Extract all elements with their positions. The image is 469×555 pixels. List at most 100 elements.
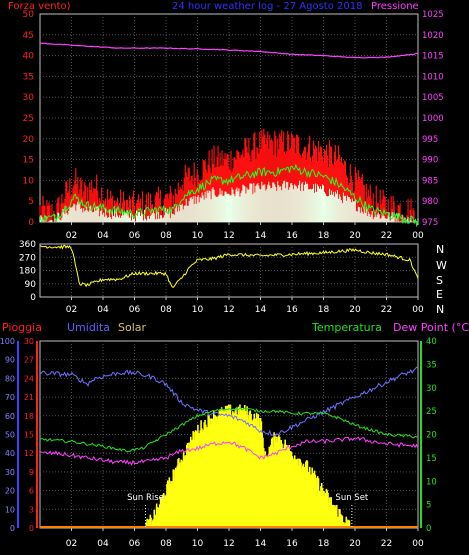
temperature-tick-label: 5	[426, 501, 431, 511]
temperature-tick-label: 30	[426, 384, 437, 394]
panel1-x-tick-label: 20	[349, 231, 361, 241]
sunset-label: Sun Set	[335, 493, 368, 503]
header-title: 24 hour weather log - 27 Agosto 2018	[172, 1, 362, 12]
panel2-y-tick-label: 360	[19, 240, 36, 250]
panel2-x-tick-label: 10	[192, 305, 204, 315]
panel3-x-tick-label: 04	[97, 539, 109, 549]
compass-label: N	[436, 303, 444, 316]
panel3-x-tick-label: 08	[160, 539, 172, 549]
panel3-x-tick-label: 00	[412, 539, 424, 549]
panel2-x-tick-label: 04	[97, 305, 109, 315]
panel1-x-tick-label: 06	[129, 231, 141, 241]
panel1-y-right-tick-label: 1025	[422, 10, 444, 20]
dewpoint-line	[39, 436, 419, 466]
panel1-y-right-tick-label: 1015	[422, 52, 444, 62]
humidity-tick-label: 50	[5, 431, 15, 440]
panel1-y-left-tick-label: 35	[23, 72, 34, 82]
temperature-tick-label: 20	[426, 431, 437, 441]
panel2-x-tick-label: 16	[286, 305, 298, 315]
rain-tick-label: 30	[24, 337, 34, 346]
temperature-tick-label: 35	[426, 360, 437, 370]
panel1-y-right-tick-label: 1010	[422, 72, 444, 82]
panel1-y-left-tick-label: 10	[23, 176, 35, 186]
humidity-tick-label: 30	[5, 468, 15, 477]
panel3-x-tick-label: 02	[66, 539, 77, 549]
panel3-x-tick-label: 22	[381, 539, 392, 549]
panel1-x-tick-label: 10	[192, 231, 204, 241]
panel2-y-tick-label: 270	[19, 253, 36, 263]
panel2-x-tick-label: 06	[129, 305, 141, 315]
panel1-y-left-tick-label: 20	[23, 135, 35, 145]
panel3-x-tick-label: 14	[255, 539, 267, 549]
climate-panel: 0102030405060708090100036912151821242730…	[0, 337, 437, 549]
temperature-tick-label: 15	[426, 454, 437, 464]
rain-tick-label: 15	[24, 431, 34, 440]
temperature-tick-label: 10	[426, 477, 437, 487]
rain-tick-label: 27	[24, 356, 34, 365]
panel1-y-left-tick-label: 50	[23, 10, 35, 20]
panel2-x-tick-label: 20	[349, 305, 361, 315]
panel3-x-tick-label: 06	[129, 539, 141, 549]
sunrise-label: Sun Rise	[127, 493, 164, 503]
humidity-tick-label: 70	[5, 393, 15, 402]
humidity-tick-label: 60	[5, 412, 15, 421]
panel1-x-tick-label: 02	[66, 231, 77, 241]
temperature-line	[39, 406, 419, 453]
panel1-y-left-tick-label: 45	[23, 31, 34, 41]
humidity-tick-label: 80	[5, 374, 15, 383]
panel1-y-right-tick-label: 985	[422, 176, 438, 186]
wind-direction-line	[39, 244, 419, 288]
panel2-x-tick-label: 22	[381, 305, 392, 315]
panel1-y-left-tick-label: 5	[28, 197, 34, 207]
label-humidity: Umidita	[67, 321, 110, 334]
panel2-x-tick-label: 08	[160, 305, 172, 315]
panel3-x-tick-label: 20	[349, 539, 361, 549]
pressure-line	[39, 42, 419, 59]
rain-tick-label: 6	[29, 487, 34, 496]
label-solar: Solar	[118, 321, 147, 334]
panel2-y-tick-label: 0	[30, 293, 36, 303]
panel2-y-tick-label: 180	[19, 267, 36, 277]
label-rain: Pioggia	[2, 321, 42, 334]
temperature-tick-label: 25	[426, 407, 437, 417]
panel1-y-right-tick-label: 975	[422, 218, 438, 228]
panel1-y-right-tick-label: 980	[422, 197, 438, 207]
panel1-y-right-tick-label: 1000	[422, 114, 444, 124]
humidity-tick-label: 20	[5, 487, 15, 496]
panel1-y-left-tick-label: 40	[23, 52, 35, 62]
rain-tick-label: 3	[29, 505, 34, 514]
panel1-x-tick-label: 22	[381, 231, 392, 241]
rain-tick-label: 21	[24, 393, 34, 402]
panel1-y-right-tick-label: 995	[422, 135, 438, 145]
panel3-x-tick-label: 12	[223, 539, 234, 549]
wind-pressure-panel: 0510152025303540455097598098599099510001…	[23, 10, 444, 241]
panel2-x-tick-label: 14	[255, 305, 267, 315]
panel2-x-tick-label: 12	[223, 305, 234, 315]
panel1-y-right-tick-label: 1020	[422, 31, 444, 41]
panel3-x-tick-label: 18	[318, 539, 330, 549]
compass-label: E	[436, 288, 443, 301]
header-left-label: Forza vento)	[8, 1, 71, 12]
header-right-label: Pressione	[371, 1, 419, 12]
label-temperature: Temperatura	[311, 321, 382, 334]
panel1-y-right-tick-label: 1005	[422, 93, 444, 103]
rain-tick-label: 9	[29, 468, 34, 477]
humidity-line	[39, 366, 419, 437]
compass-label: W	[436, 259, 447, 272]
rain-tick-label: 24	[24, 374, 34, 383]
rain-tick-label: 0	[29, 524, 34, 533]
rain-tick-label: 18	[24, 412, 34, 421]
temperature-tick-label: 0	[426, 524, 431, 534]
wind-average-line	[39, 163, 419, 228]
panel3-x-tick-label: 16	[286, 539, 298, 549]
panel2-x-tick-label: 02	[66, 305, 77, 315]
panel1-y-left-tick-label: 25	[23, 114, 34, 124]
panel1-x-tick-label: 16	[286, 231, 298, 241]
panel1-x-tick-label: 08	[160, 231, 172, 241]
humidity-tick-label: 100	[0, 337, 15, 346]
panel1-x-tick-label: 12	[223, 231, 234, 241]
compass-label: S	[436, 274, 443, 287]
temperature-tick-label: 40	[426, 337, 437, 347]
